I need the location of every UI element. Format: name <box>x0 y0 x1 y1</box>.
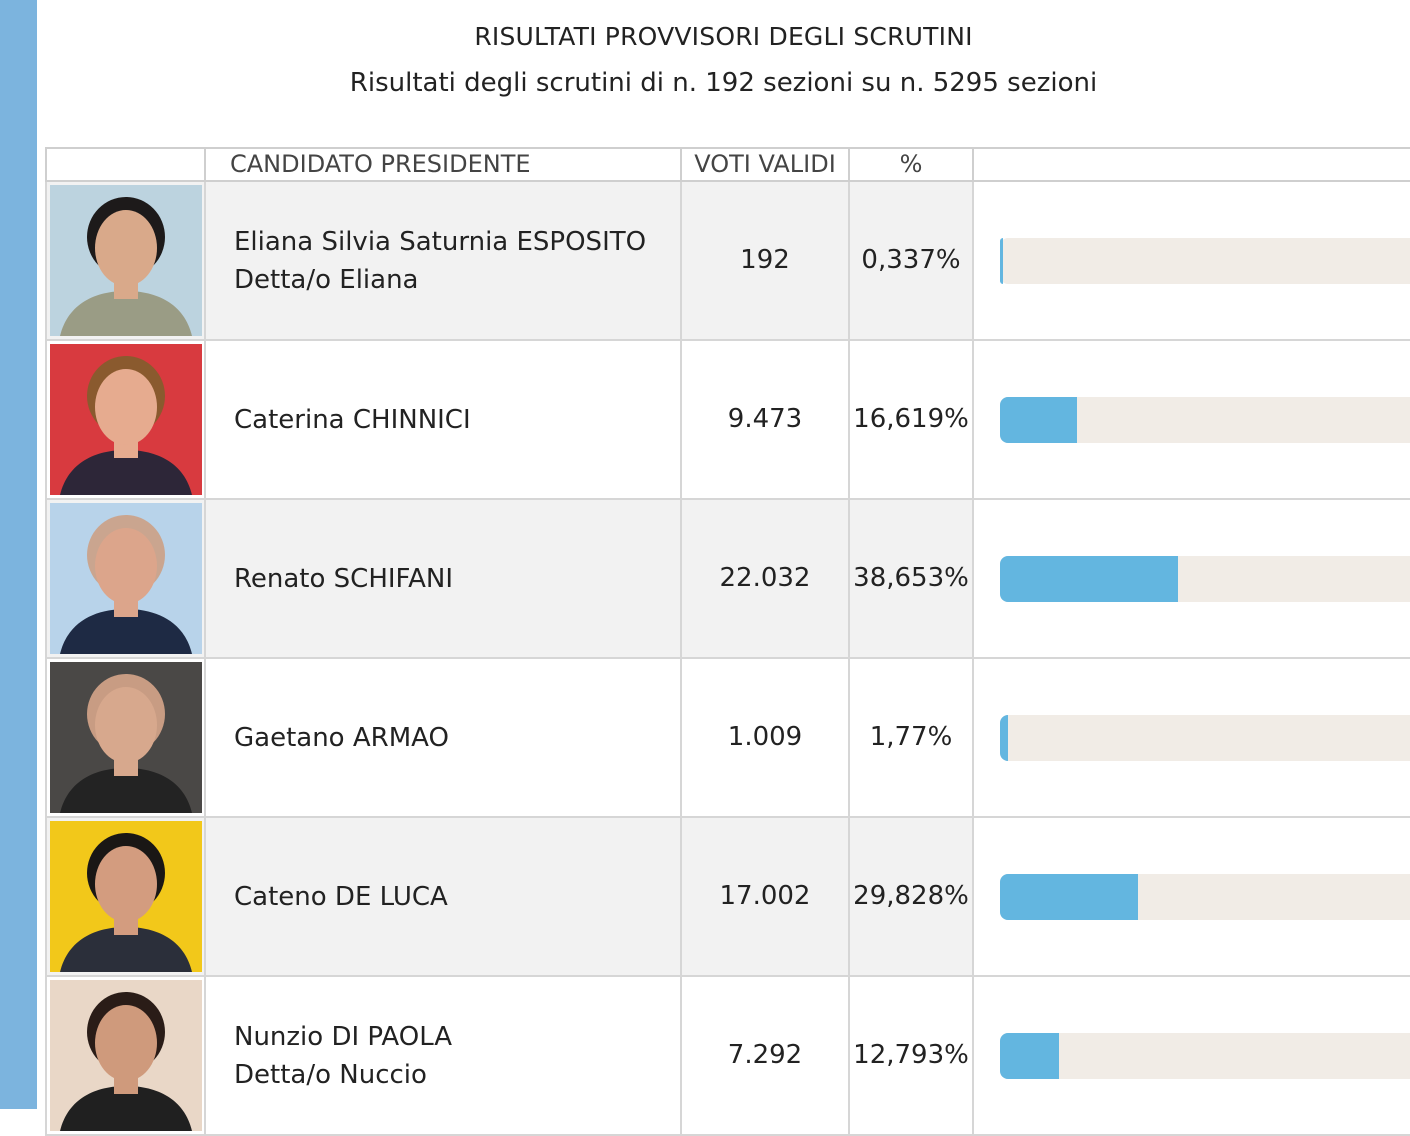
candidate-name: Cateno DE LUCA <box>234 818 674 975</box>
page-subtitle: Risultati degli scrutini di n. 192 sezio… <box>349 68 1098 98</box>
votes-cell: 1.009 <box>680 659 848 816</box>
votes-cell: 9.473 <box>680 341 848 498</box>
candidate-cell: Gaetano ARMAO <box>204 659 680 816</box>
valid-votes: 7.292 <box>727 1040 803 1070</box>
candidate-name-line1: Cateno DE LUCA <box>234 881 448 912</box>
vote-percentage: 12,793% <box>853 1040 969 1070</box>
bar-cell <box>972 182 1410 339</box>
header-percent: % <box>848 149 972 180</box>
table-row: Eliana Silvia Saturnia ESPOSITO Detta/o E… <box>45 182 1410 341</box>
votes-cell: 17.002 <box>680 818 848 975</box>
bar-cell <box>972 818 1410 975</box>
percent-cell: 12,793% <box>848 977 972 1134</box>
photo-cell <box>45 500 204 657</box>
candidate-alias: Detta/o Eliana <box>234 264 419 295</box>
header-votes: VOTI VALIDI <box>680 149 848 180</box>
header-bar-cell <box>972 149 1410 180</box>
candidate-name: Caterina CHINNICI <box>234 341 674 498</box>
candidate-name-line1: Caterina CHINNICI <box>234 404 471 435</box>
vote-share-track <box>1000 397 1410 443</box>
header-photo-cell <box>45 149 204 180</box>
candidate-photo <box>50 821 202 972</box>
vote-percentage: 29,828% <box>853 881 969 911</box>
vote-share-track <box>1000 556 1410 602</box>
votes-cell: 7.292 <box>680 977 848 1134</box>
vote-share-bar <box>1000 556 1179 602</box>
bar-cell <box>972 977 1410 1134</box>
photo-cell <box>45 182 204 339</box>
vote-share-bar <box>1000 1033 1060 1079</box>
table-header-row: CANDIDATO PRESIDENTE VOTI VALIDI % <box>45 147 1410 182</box>
left-side-strip <box>0 0 37 1109</box>
vote-share-track <box>1000 1033 1410 1079</box>
candidate-photo <box>50 503 202 654</box>
candidate-name-line1: Gaetano ARMAO <box>234 722 449 753</box>
bar-cell <box>972 659 1410 816</box>
candidate-name-line1: Nunzio DI PAOLA <box>234 1021 453 1052</box>
vote-share-bar <box>1000 397 1077 443</box>
candidate-cell: Renato SCHIFANI <box>204 500 680 657</box>
valid-votes: 22.032 <box>719 563 811 593</box>
candidate-cell: Caterina CHINNICI <box>204 341 680 498</box>
candidate-alias: Detta/o Nuccio <box>234 1059 427 1090</box>
candidate-cell: Nunzio DI PAOLA Detta/o Nuccio <box>204 977 680 1134</box>
vote-share-bar <box>1000 874 1138 920</box>
percent-cell: 16,619% <box>848 341 972 498</box>
candidate-photo <box>50 344 202 495</box>
candidate-cell: Eliana Silvia Saturnia ESPOSITO Detta/o E… <box>204 182 680 339</box>
page-title: RISULTATI PROVVISORI DEGLI SCRUTINI <box>474 22 973 51</box>
vote-percentage: 1,77% <box>869 722 953 752</box>
candidate-name: Gaetano ARMAO <box>234 659 674 816</box>
table-row: Nunzio DI PAOLA Detta/o Nuccio 7.292 12,793… <box>45 977 1410 1136</box>
photo-cell <box>45 977 204 1134</box>
table-row: Cateno DE LUCA 17.002 29,828% <box>45 818 1410 977</box>
candidate-name: Eliana Silvia Saturnia ESPOSITO Detta/o E… <box>234 182 674 339</box>
candidate-name-line1: Renato SCHIFANI <box>234 563 454 594</box>
candidate-photo <box>50 980 202 1131</box>
photo-cell <box>45 341 204 498</box>
vote-share-bar <box>1000 715 1009 761</box>
candidate-name: Renato SCHIFANI <box>234 500 674 657</box>
candidate-cell: Cateno DE LUCA <box>204 818 680 975</box>
percent-cell: 1,77% <box>848 659 972 816</box>
vote-share-track <box>1000 238 1410 284</box>
vote-percentage: 0,337% <box>861 245 961 275</box>
percent-cell: 29,828% <box>848 818 972 975</box>
bar-cell <box>972 500 1410 657</box>
table-row: Caterina CHINNICI 9.473 16,619% <box>45 341 1410 500</box>
table-row: Renato SCHIFANI 22.032 38,653% <box>45 500 1410 659</box>
votes-cell: 192 <box>680 182 848 339</box>
vote-share-track <box>1000 874 1410 920</box>
percent-cell: 38,653% <box>848 500 972 657</box>
valid-votes: 1.009 <box>727 722 803 752</box>
bar-cell <box>972 341 1410 498</box>
vote-percentage: 38,653% <box>853 563 969 593</box>
candidate-name: Nunzio DI PAOLA Detta/o Nuccio <box>234 977 674 1134</box>
percent-cell: 0,337% <box>848 182 972 339</box>
table-row: Gaetano ARMAO 1.009 1,77% <box>45 659 1410 818</box>
vote-share-track <box>1000 715 1410 761</box>
vote-share-bar <box>1000 238 1003 284</box>
header-candidate: CANDIDATO PRESIDENTE <box>204 149 680 180</box>
valid-votes: 17.002 <box>719 881 811 911</box>
vote-percentage: 16,619% <box>853 404 969 434</box>
candidate-photo <box>50 662 202 813</box>
valid-votes: 192 <box>740 245 790 275</box>
candidate-photo <box>50 185 202 336</box>
candidate-name-line1: Eliana Silvia Saturnia ESPOSITO <box>234 226 647 257</box>
votes-cell: 22.032 <box>680 500 848 657</box>
photo-cell <box>45 659 204 816</box>
valid-votes: 9.473 <box>727 404 803 434</box>
photo-cell <box>45 818 204 975</box>
